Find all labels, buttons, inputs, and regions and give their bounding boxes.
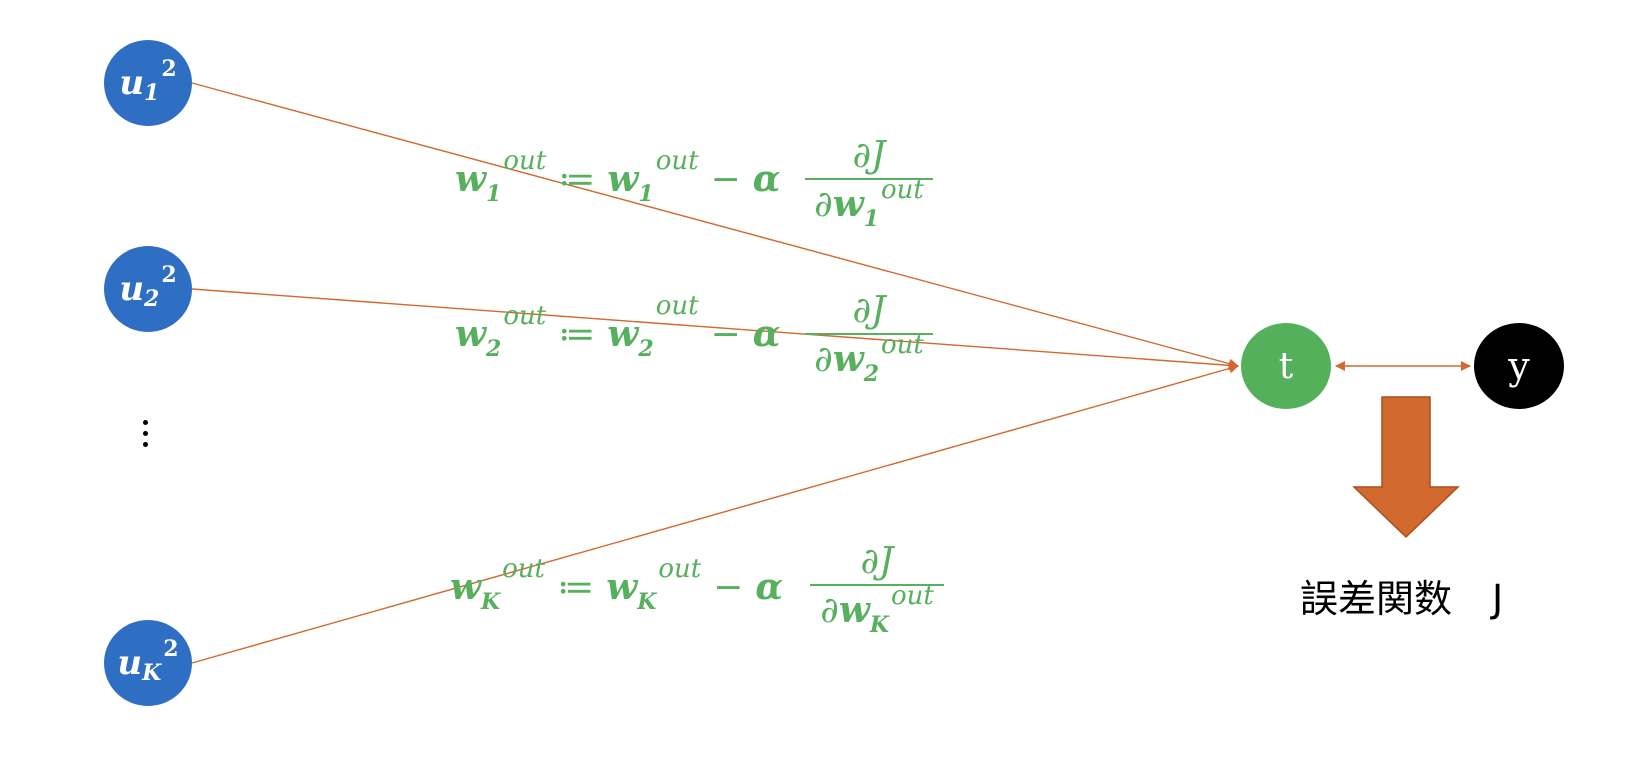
fraction-K: ∂J ∂wKout — [810, 540, 944, 638]
eqK-sub: K — [481, 589, 501, 615]
node-y: y — [1474, 323, 1564, 409]
eq1-sup2: out — [655, 146, 699, 176]
eq1-minus: − — [710, 159, 741, 200]
eqK-w2: w — [606, 566, 638, 608]
vertical-ellipsis — [143, 420, 149, 453]
eq1-w: w — [455, 158, 486, 200]
fracK-num: ∂J — [860, 541, 894, 582]
eqK-sup: out — [502, 554, 545, 584]
edge-u1-t — [191, 82, 1239, 369]
frac2-num: ∂J — [852, 290, 886, 331]
fraction-2: ∂J ∂w2out — [805, 289, 933, 387]
error-function-text: 誤差関数 — [1300, 577, 1453, 621]
eqK-w: w — [450, 566, 481, 608]
update-rule-1: w1out ≔ w1out − α — [455, 146, 781, 207]
node-t-label: t — [1278, 345, 1294, 387]
eq2-minus: − — [710, 314, 741, 355]
edge-uK-t — [191, 363, 1239, 664]
update-rule-2: w2out ≔ w2out− α — [455, 291, 781, 362]
fraction-1: ∂J ∂w1out — [805, 134, 933, 232]
edge-u2-t — [191, 288, 1239, 371]
eq2-sup: out — [503, 301, 547, 331]
eq1-sup: out — [503, 146, 547, 176]
update-rule-K: wKout ≔ wKout − α — [450, 554, 784, 615]
eqK-minus: − — [713, 567, 744, 608]
node-t: t — [1241, 323, 1331, 409]
frac2-den: ∂w2out — [814, 330, 924, 387]
eq2-w: w — [455, 313, 486, 355]
node-u1-sub: 1 — [144, 80, 160, 106]
eq1-sub: 1 — [486, 181, 502, 207]
eq2-sub2: 2 — [638, 336, 654, 362]
eq2-assign: ≔ — [558, 314, 596, 355]
eq1-assign: ≔ — [558, 159, 596, 200]
eq2-sup2: out — [655, 291, 699, 321]
eq1-alpha: α — [752, 158, 781, 200]
error-function-label: 誤差関数 J — [1300, 568, 1503, 623]
node-y-label: y — [1508, 344, 1530, 388]
eq2-w2: w — [607, 313, 639, 355]
frac1-den: ∂w1out — [814, 175, 924, 232]
node-u1-base: u — [119, 63, 145, 103]
node-u1-sup: 2 — [161, 56, 177, 82]
node-u2-sup: 2 — [161, 262, 177, 288]
eq1-sub2: 1 — [638, 181, 654, 207]
eq2-alpha: α — [752, 313, 781, 355]
node-u2-sub: 2 — [144, 286, 160, 312]
node-u2-base: u — [119, 269, 145, 309]
eqK-assign: ≔ — [556, 567, 595, 608]
down-arrow — [1352, 396, 1460, 539]
fracK-den: ∂wKout — [820, 581, 934, 638]
error-function-symbol: J — [1492, 577, 1504, 621]
eq1-w2: w — [607, 158, 639, 200]
frac1-num: ∂J — [852, 135, 886, 176]
eqK-sub2: K — [637, 589, 657, 615]
eq2-sub: 2 — [486, 336, 502, 362]
eqK-alpha: α — [755, 566, 784, 608]
node-uK-sup: 2 — [163, 636, 179, 662]
node-uK-sub: K — [142, 660, 162, 686]
eqK-sup2: out — [658, 554, 702, 584]
node-uK-base: u — [117, 643, 143, 683]
